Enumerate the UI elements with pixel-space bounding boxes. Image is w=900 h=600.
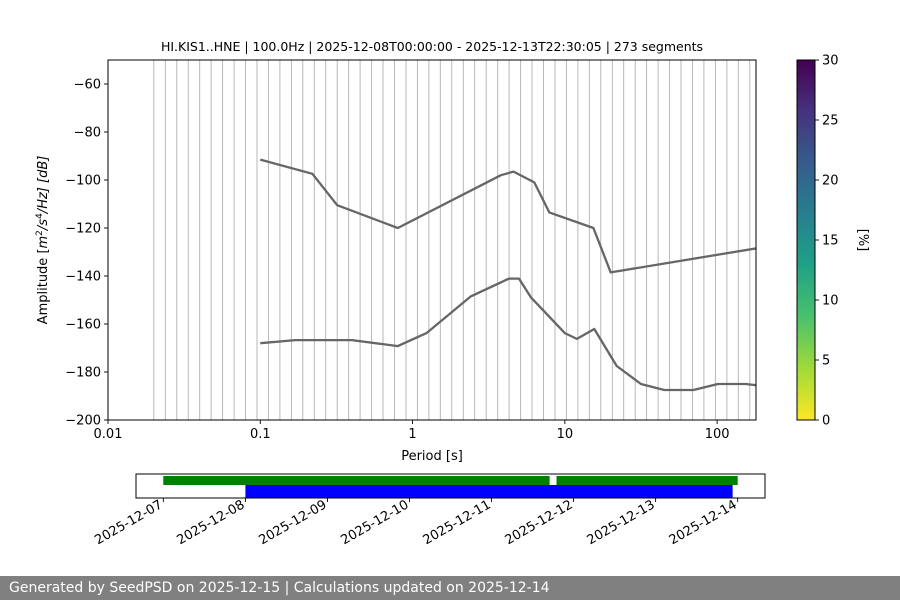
- y-tick-label: −160: [65, 318, 101, 333]
- y-tick-label: −100: [65, 174, 101, 189]
- y-tick-label: −80: [74, 126, 101, 141]
- x-tick-label: 1: [408, 427, 416, 442]
- date-tick-label: 2025-12-11: [421, 497, 494, 548]
- period-grid: [153, 60, 751, 420]
- date-tick-label: 2025-12-13: [585, 497, 658, 548]
- noise-models: [259, 158, 756, 392]
- colorbar-tick-label: 0: [822, 414, 830, 429]
- coverage-frame: [135, 473, 766, 499]
- date-tick-label: 2025-12-14: [667, 497, 740, 548]
- colorbar-tick-label: 15: [822, 234, 839, 249]
- footer-bar: Generated by SeedPSD on 2025-12-15 | Cal…: [0, 576, 900, 600]
- y-tick-label: −60: [74, 78, 101, 93]
- x-tick-label: 0.1: [250, 427, 271, 442]
- x-axis-label: Period [s]: [401, 449, 463, 464]
- y-axis-label: Amplitude [m2/s4/Hz] [dB]: [35, 156, 51, 325]
- coverage-segment: [556, 485, 733, 498]
- colorbar-tick-label: 10: [822, 294, 839, 309]
- y-tick-label: −180: [65, 366, 101, 381]
- colorbar-label: [%]: [855, 229, 870, 252]
- date-tick-label: 2025-12-12: [503, 497, 576, 548]
- plot-frame: [107, 59, 757, 421]
- date-tick-label: 2025-12-08: [174, 497, 247, 548]
- colorbar-tick-label: 25: [822, 114, 839, 129]
- y-tick-label: −200: [65, 414, 101, 429]
- date-tick-label: 2025-12-09: [256, 497, 329, 548]
- colorbar-tick-label: 20: [822, 174, 839, 189]
- y-tick-label: −140: [65, 270, 101, 285]
- noise-model-line: [259, 158, 756, 274]
- chart-title: HI.KIS1..HNE | 100.0Hz | 2025-12-08T00:0…: [161, 39, 703, 54]
- colorbar-ticks: 0 5 10 15 20 25 30: [815, 54, 839, 429]
- date-tick-label: 2025-12-10: [339, 497, 412, 548]
- x-tick-label: 0.01: [94, 427, 123, 442]
- coverage-segment: [163, 476, 550, 485]
- coverage-bars: [163, 476, 738, 498]
- data-coverage-timeline: 2025-12-07 2025-12-08 2025-12-09 2025-12-10…: [92, 473, 766, 548]
- coverage-segment: [556, 476, 738, 485]
- y-tick-label: −120: [65, 222, 101, 237]
- colorbar: 0 5 10 15 20 25 30 [%]: [796, 54, 870, 429]
- date-tick-label: 2025-12-07: [92, 497, 165, 548]
- x-axis: 0.01 0.1 1 10 100: [94, 420, 730, 442]
- noise-model-line: [260, 277, 756, 392]
- coverage-date-axis: 2025-12-07 2025-12-08 2025-12-09 2025-12-10…: [92, 497, 739, 548]
- x-tick-label: 10: [557, 427, 574, 442]
- footer-text: Generated by SeedPSD on 2025-12-15 | Cal…: [9, 580, 550, 596]
- colorbar-gradient: [796, 59, 816, 421]
- psd-plot-area: [107, 59, 757, 421]
- colorbar-tick-label: 30: [822, 54, 839, 69]
- x-tick-label: 100: [705, 427, 730, 442]
- y-axis: −200 −180 −160 −140 −120 −100 −80 −60: [65, 78, 108, 429]
- coverage-segment: [245, 485, 574, 498]
- colorbar-tick-label: 5: [822, 354, 830, 369]
